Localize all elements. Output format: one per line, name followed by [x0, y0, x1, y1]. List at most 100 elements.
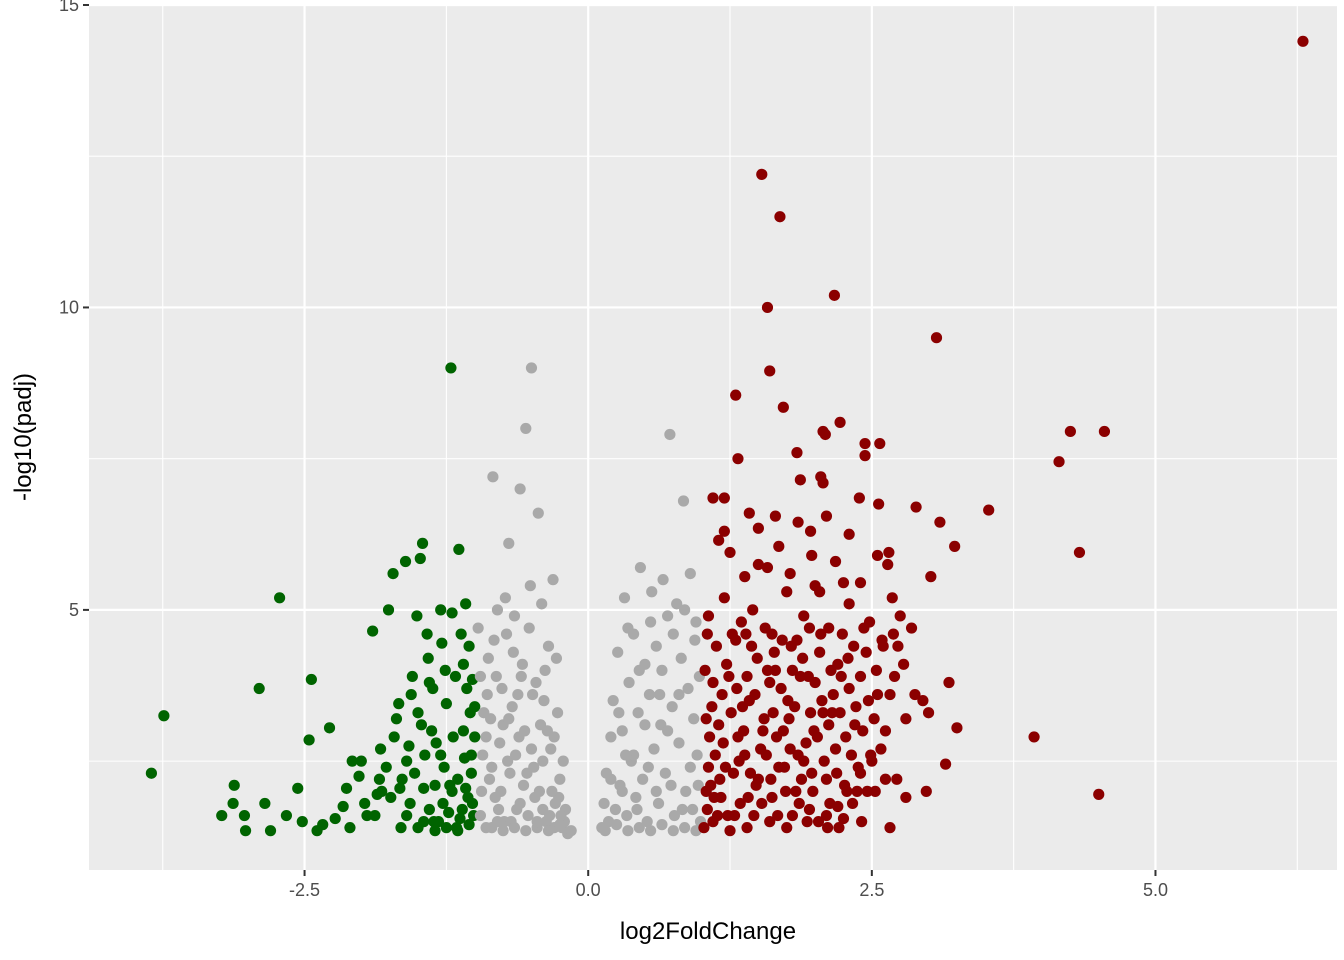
- data-point-down: [429, 779, 441, 791]
- data-point-up: [1028, 731, 1040, 743]
- data-point-up: [781, 822, 793, 834]
- data-point-up: [708, 791, 720, 804]
- data-point-up: [846, 797, 859, 810]
- data-point-up: [839, 779, 851, 791]
- major-grid: [89, 3, 1337, 870]
- data-point-not_significant: [480, 731, 492, 743]
- data-point-down: [446, 785, 458, 797]
- data-point-up: [883, 546, 895, 559]
- data-point-down: [406, 670, 418, 683]
- data-point-up: [809, 580, 821, 592]
- panel-background: [89, 5, 1337, 870]
- data-point-down: [465, 767, 477, 779]
- data-point-up: [876, 634, 888, 646]
- y-tick-label: 5: [69, 600, 79, 620]
- data-point-not_significant: [502, 755, 514, 767]
- data-point-not_significant: [622, 825, 634, 837]
- data-point-not_significant: [613, 707, 625, 719]
- data-point-up: [707, 676, 719, 689]
- data-point-up: [804, 707, 817, 719]
- data-point-down: [435, 604, 447, 616]
- data-point-not_significant: [507, 646, 519, 658]
- data-point-up: [860, 646, 872, 658]
- data-point-not_significant: [554, 819, 566, 831]
- data-point-up: [766, 791, 778, 804]
- data-point-not_significant: [565, 825, 577, 837]
- data-point-up: [751, 652, 763, 664]
- data-point-up: [840, 731, 852, 743]
- data-point-up: [739, 571, 751, 583]
- data-point-down: [421, 628, 433, 640]
- data-point-not_significant: [623, 676, 635, 689]
- data-point-up: [873, 498, 885, 510]
- data-point-not_significant: [650, 785, 662, 797]
- data-point-up: [837, 577, 850, 589]
- data-point-down: [437, 797, 449, 810]
- data-point-up: [879, 773, 892, 785]
- data-point-up: [820, 809, 833, 822]
- data-point-down: [409, 767, 421, 779]
- data-point-down: [429, 825, 441, 837]
- data-point-up: [865, 749, 877, 761]
- data-point-up: [699, 664, 711, 676]
- data-point-up: [711, 809, 724, 822]
- data-point-up: [820, 773, 833, 785]
- data-point-not_significant: [598, 797, 610, 810]
- data-point-up: [723, 670, 735, 683]
- data-point-not_significant: [542, 640, 555, 652]
- data-point-not_significant: [637, 773, 649, 785]
- data-point-up: [721, 658, 733, 670]
- data-point-not_significant: [684, 761, 696, 773]
- data-point-up: [898, 658, 910, 670]
- data-point-down: [323, 722, 336, 734]
- data-point-up: [797, 652, 809, 664]
- data-point-up: [789, 701, 801, 713]
- data-point-down: [443, 806, 455, 819]
- data-point-not_significant: [662, 725, 674, 737]
- data-point-not_significant: [472, 622, 484, 634]
- data-point-up: [701, 803, 713, 816]
- data-point-up: [703, 731, 716, 743]
- data-point-not_significant: [607, 695, 619, 707]
- data-point-up: [894, 610, 906, 622]
- data-point-not_significant: [605, 773, 617, 785]
- data-point-not_significant: [487, 471, 499, 483]
- data-point-up: [718, 592, 730, 604]
- data-point-down: [367, 625, 379, 637]
- data-point-up: [920, 785, 932, 797]
- data-point-up: [939, 758, 952, 770]
- data-point-up: [710, 640, 723, 652]
- data-point-up: [760, 749, 772, 761]
- data-point-up: [900, 713, 912, 725]
- data-point-up: [807, 785, 819, 797]
- data-point-not_significant: [545, 743, 557, 755]
- data-point-up: [909, 688, 921, 701]
- data-point-up: [842, 652, 854, 664]
- data-point-down: [280, 809, 293, 822]
- data-point-up: [891, 773, 903, 785]
- data-point-not_significant: [478, 707, 490, 719]
- data-point-down: [346, 755, 358, 767]
- data-point-up: [834, 416, 846, 428]
- data-point-up: [800, 737, 812, 749]
- data-point-up: [828, 289, 840, 301]
- data-point-not_significant: [525, 743, 538, 755]
- data-point-up: [761, 561, 774, 574]
- data-point-up: [741, 670, 753, 683]
- data-point-not_significant: [538, 695, 550, 707]
- data-point-down: [238, 809, 251, 822]
- data-point-not_significant: [546, 785, 558, 797]
- data-point-not_significant: [532, 507, 544, 519]
- data-point-not_significant: [627, 749, 640, 761]
- data-point-up: [1073, 546, 1086, 559]
- data-point-up: [854, 670, 867, 683]
- data-point-up: [786, 809, 799, 822]
- data-point-down: [418, 816, 430, 828]
- data-point-up: [758, 713, 770, 725]
- data-point-up: [713, 719, 725, 731]
- data-point-down: [440, 822, 452, 834]
- data-point-up: [732, 453, 744, 465]
- data-point-up: [882, 558, 894, 571]
- data-point-not_significant: [659, 767, 671, 779]
- data-point-up: [843, 528, 855, 540]
